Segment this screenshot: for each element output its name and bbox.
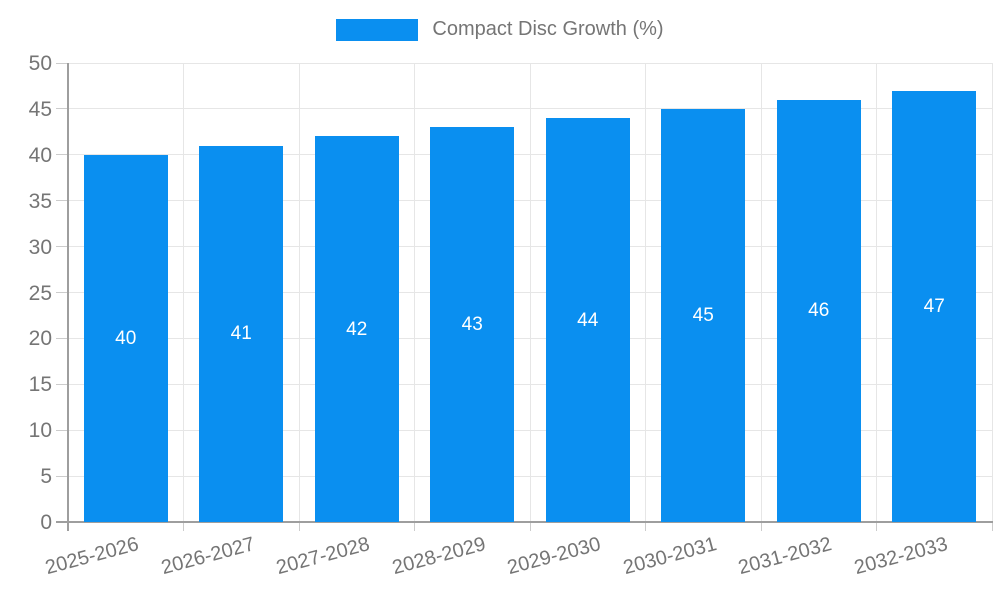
bar-value-label: 40 — [115, 327, 137, 349]
y-axis-tick-label: 15 — [28, 373, 52, 397]
x-axis-tick-label: 2026-2027 — [158, 533, 257, 580]
x-gridline — [414, 63, 415, 522]
y-axis-tick-label: 50 — [28, 52, 52, 75]
y-axis-line — [67, 63, 69, 531]
y-axis-tick — [56, 337, 68, 339]
chart-legend: Compact Disc Growth (%) — [0, 18, 1000, 41]
x-axis-tick-label: 2025-2026 — [43, 533, 142, 580]
x-axis-tick-label: 2028-2029 — [389, 533, 488, 580]
x-axis-tick-label: 2031-2032 — [736, 533, 835, 580]
bar[interactable] — [892, 90, 977, 522]
x-axis-tick — [991, 523, 993, 531]
y-axis-tick — [56, 383, 68, 385]
y-axis-tick-label: 40 — [28, 143, 52, 167]
x-axis-tick — [760, 523, 762, 531]
bar[interactable] — [314, 136, 399, 522]
y-axis-tick — [56, 108, 68, 110]
x-axis-tick — [183, 523, 184, 531]
y-axis-tick — [56, 429, 68, 431]
y-axis-tick-label: 35 — [28, 189, 52, 213]
x-axis-tick-label: 2032-2033 — [851, 533, 950, 580]
y-axis-tick — [56, 475, 68, 477]
y-axis-tick-label: 10 — [28, 419, 52, 443]
bar-value-label: 45 — [692, 304, 714, 326]
bar-value-label: 43 — [461, 314, 483, 336]
y-axis-tick-label: 45 — [28, 97, 52, 121]
y-axis-tick — [56, 200, 68, 202]
y-axis-tick — [56, 154, 68, 156]
x-gridline — [529, 63, 531, 522]
y-axis-tick-label: 20 — [28, 327, 52, 351]
legend-swatch[interactable] — [336, 18, 419, 41]
bar-value-label: 46 — [808, 300, 830, 322]
x-axis-tick — [876, 523, 877, 531]
bar-value-label: 47 — [923, 295, 945, 317]
x-axis-line — [56, 521, 993, 523]
bar[interactable] — [776, 99, 861, 522]
bar[interactable] — [199, 145, 284, 522]
x-axis-tick — [645, 523, 646, 531]
bar[interactable] — [545, 118, 630, 522]
x-axis-tick — [298, 523, 300, 531]
y-axis-tick — [56, 246, 68, 248]
y-axis-tick — [56, 292, 68, 293]
x-gridline — [298, 63, 300, 522]
bar[interactable] — [661, 108, 746, 522]
y-axis-tick-label: 0 — [40, 511, 52, 534]
bar-value-label: 41 — [230, 323, 252, 345]
y-axis-tick — [56, 62, 68, 64]
legend-label[interactable]: Compact Disc Growth (%) — [432, 18, 664, 40]
x-axis-tick — [529, 523, 531, 531]
bar[interactable] — [83, 154, 168, 522]
x-axis-tick-label: 2030-2031 — [620, 533, 719, 580]
y-axis-tick-label: 30 — [28, 235, 52, 259]
y-axis-tick-label: 25 — [28, 281, 52, 305]
bar-value-label: 44 — [577, 309, 599, 331]
x-gridline — [183, 63, 184, 522]
bar[interactable] — [430, 127, 515, 522]
x-gridline — [991, 63, 993, 522]
y-axis-tick-label: 5 — [40, 465, 52, 489]
bar-value-label: 42 — [346, 318, 368, 340]
x-axis-tick — [414, 523, 415, 531]
x-gridline — [645, 63, 646, 522]
x-axis-tick-label: 2029-2030 — [505, 533, 604, 580]
x-gridline — [760, 63, 762, 522]
x-axis-tick-label: 2027-2028 — [274, 533, 373, 580]
x-gridline — [876, 63, 877, 522]
